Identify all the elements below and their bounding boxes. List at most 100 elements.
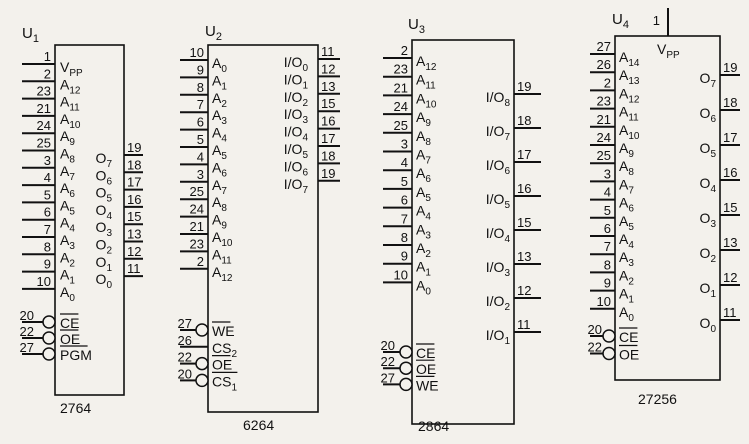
chip-2864-left-pin-label: A12	[416, 53, 437, 73]
chip-2764-left-pin-number: 1	[44, 49, 51, 64]
chip-2864-right-pin-label: I/O5	[486, 191, 511, 211]
chip-6264-ctrl-pin-bubble	[195, 323, 209, 337]
chip-2864-left-pin-number: 8	[401, 230, 408, 245]
chip-2864-ctrl-pin-bubble	[399, 345, 413, 359]
chip-6264-left-pin-label: A2	[212, 90, 227, 110]
chip-27256-pin-vpp-number: 1	[653, 13, 660, 28]
chip-2764-left-pin-number: 7	[44, 222, 51, 237]
chip-6264-left-pin-label: A5	[212, 142, 227, 162]
chip-27256-left-pin-label: A1	[619, 286, 634, 306]
chip-2864-ctrl-pin-bubble	[399, 377, 413, 392]
chip-27256-left-pin-number: 21	[597, 112, 611, 127]
chip-27256-right-pin-label: O5	[700, 140, 717, 160]
chip-27256-left-pin-label: A6	[619, 195, 634, 215]
chip-27256-left-pin-number: 26	[597, 57, 611, 72]
chip-2864-right-pin-number: 18	[517, 113, 531, 128]
chip-2764-ctrl-pin-label: PGM	[60, 347, 92, 363]
chip-2764-left-pin-label: A12	[60, 76, 81, 96]
chip-2764-left-pin-label: A6	[60, 180, 75, 200]
chip-2864-ctrl-pin-number: 22	[381, 354, 395, 369]
chip-27256-right-pin-number: 12	[723, 270, 737, 285]
chip-2864-right-pin-number: 16	[517, 181, 531, 196]
chip-2764-left-pin-label: A0	[60, 284, 75, 304]
chip-6264-left-pin-label: A10	[212, 229, 233, 249]
chip-27256-ref-label: U4	[612, 11, 629, 31]
chip-2764-ctrl-pin-label: OE	[60, 331, 80, 347]
chip-2764-left-pin-number: 4	[44, 170, 51, 185]
chip-2764-left-pin-label: A7	[60, 163, 75, 183]
chip-2764-right-pin-number: 18	[127, 157, 141, 172]
chip-6264-ctrl-pin-number: 22	[178, 350, 192, 365]
chip-6264-left-pin-number: 21	[190, 219, 204, 234]
chip-6264-ctrl-pin-label: OE	[212, 357, 232, 373]
chip-2864-right-pin-label: I/O4	[486, 225, 511, 245]
chip-27256-left-pin-number: 27	[597, 39, 611, 54]
chip-2864-left-pin-label: A4	[416, 203, 431, 223]
chip-6264-ctrl-pin-label: CS2	[212, 340, 237, 360]
chip-27256-left-pin-label: A4	[619, 231, 634, 251]
chip-2764-left-pin-label: VPP	[60, 59, 83, 79]
chip-6264-part-label: 6264	[243, 417, 274, 433]
chip-2864-left-pin-label: A0	[416, 277, 431, 297]
chip-2864-left-pin-number: 23	[394, 62, 408, 77]
chip-27256-pin-vpp-label: VPP	[657, 41, 680, 61]
chip-27256-right-pin-number: 16	[723, 165, 737, 180]
chip-27256-right-pin-label: O7	[700, 70, 717, 90]
chip-2864-left-pin-label: A10	[416, 90, 437, 110]
chip-27256-left-pin-number: 4	[604, 185, 611, 200]
chip-2864-left-pin-number: 7	[401, 211, 408, 226]
chip-2764-right-pin-label: O1	[96, 254, 113, 274]
chip-27256-left-pin-number: 9	[604, 276, 611, 291]
chip-27256-ctrl-pin-label: OE	[619, 347, 639, 363]
chip-27256-ctrl-pin-number: 20	[588, 322, 602, 337]
chip-2864-left-pin-label: A6	[416, 165, 431, 185]
chip-27256-right-pin-number: 19	[723, 60, 737, 75]
chip-6264-right-pin-label: I/O0	[284, 54, 309, 74]
chip-27256-left-pin-number: 23	[597, 94, 611, 109]
chip-27256-right-pin-label: O6	[700, 105, 717, 125]
chip-6264-left-pin-number: 4	[197, 149, 204, 164]
chip-2764-left-pin-label: A3	[60, 232, 75, 252]
chip-2864-right-pin-number: 19	[517, 79, 531, 94]
chip-2764-ctrl-pin-number: 22	[20, 324, 34, 339]
chip-2764-right-pin-label: O6	[96, 167, 113, 187]
chip-27256-left-pin-number: 8	[604, 257, 611, 272]
chip-2864-left-pin-number: 10	[394, 267, 408, 282]
chip-6264-right-pin-label: I/O7	[284, 176, 309, 196]
chip-2864-left-pin-label: A11	[416, 72, 436, 92]
chip-2764-left-pin-label: A1	[60, 267, 75, 287]
chip-27256-left-pin-label: A0	[619, 304, 634, 324]
chip-2864-body	[411, 39, 515, 425]
chip-6264-left-pin-number: 6	[197, 115, 204, 130]
chip-27256-right-pin-number: 17	[723, 130, 737, 145]
chip-2764-right-pin-label: O2	[96, 237, 113, 257]
chip-6264-ctrl-pin-label: CS1	[212, 373, 237, 393]
chip-2764-right-pin-label: O7	[96, 150, 113, 170]
chip-6264-left-pin-label: A0	[212, 55, 227, 75]
chip-2764-left-pin-number: 6	[44, 205, 51, 220]
chip-27256-ctrl-pin-bubble	[602, 329, 616, 343]
chip-6264-right-pin-number: 11	[321, 44, 335, 59]
chip-6264-ctrl-pin-bubble	[195, 356, 209, 371]
chip-2764-left-pin-number: 9	[44, 257, 51, 272]
chip-6264-left-pin-number: 7	[197, 97, 204, 112]
chip-2764-part-label: 2764	[60, 400, 91, 416]
chip-27256-left-pin-label: A14	[619, 49, 640, 69]
chip-6264-right-pin-number: 18	[321, 148, 335, 163]
chip-2764-right-pin-number: 17	[127, 175, 141, 190]
chip-2764-left-pin-number: 8	[44, 239, 51, 254]
chip-27256-left-pin-label: A13	[619, 67, 640, 87]
chip-2864-left-pin-number: 4	[401, 155, 408, 170]
chip-6264-right-pin-label: I/O3	[284, 106, 309, 126]
chip-2764-right-pin-number: 11	[127, 261, 141, 276]
chip-27256-left-pin-label: A5	[619, 213, 634, 233]
chip-2764-right-pin-number: 16	[127, 192, 141, 207]
chip-27256-ctrl-pin-label: CE	[619, 329, 638, 345]
chip-2864-right-pin-label: I/O1	[486, 327, 511, 347]
chip-2864-right-pin-number: 13	[517, 249, 531, 264]
chip-2764-left-pin-number: 24	[37, 118, 51, 133]
chip-2864-left-pin-label: A8	[416, 128, 431, 148]
chip-2864-left-pin-number: 9	[401, 249, 408, 264]
chip-2864-ref-label: U3	[408, 16, 425, 36]
